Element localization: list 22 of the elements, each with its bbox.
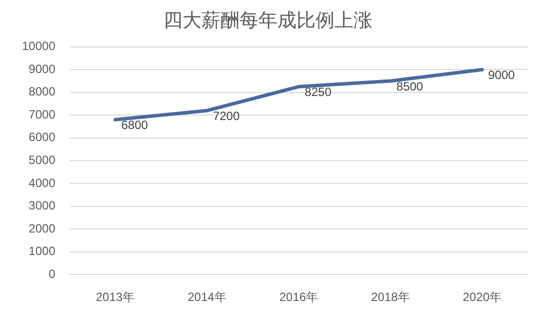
y-tick-label: 8000 bbox=[28, 84, 56, 99]
y-tick-label: 4000 bbox=[28, 176, 56, 190]
chart-title: 四大薪酬每年成比例上涨 bbox=[164, 10, 372, 32]
y-tick-label: 3000 bbox=[28, 198, 56, 213]
y-tick-label: 2000 bbox=[28, 221, 56, 236]
y-tick-label: 6000 bbox=[28, 130, 56, 144]
x-tick-label: 2016年 bbox=[279, 290, 318, 304]
data-label: 8250 bbox=[304, 84, 332, 99]
data-label: 8500 bbox=[396, 79, 424, 94]
x-tick-label: 2013年 bbox=[96, 290, 135, 304]
y-tick-label: 5000 bbox=[28, 153, 56, 168]
data-label: 9000 bbox=[488, 68, 516, 82]
x-tick-label: 2018年 bbox=[371, 290, 410, 304]
y-tick-label: 1000 bbox=[28, 244, 56, 258]
y-tick-label: 0 bbox=[48, 266, 56, 281]
y-tick-label: 9000 bbox=[28, 62, 56, 76]
data-label: 6800 bbox=[121, 118, 148, 132]
y-tick-label: 7000 bbox=[28, 107, 56, 122]
y-tick-label: 10000 bbox=[22, 39, 56, 54]
x-tick-label: 2020年 bbox=[462, 290, 502, 304]
data-label: 7200 bbox=[212, 108, 240, 123]
x-tick-label: 2014年 bbox=[188, 290, 226, 304]
